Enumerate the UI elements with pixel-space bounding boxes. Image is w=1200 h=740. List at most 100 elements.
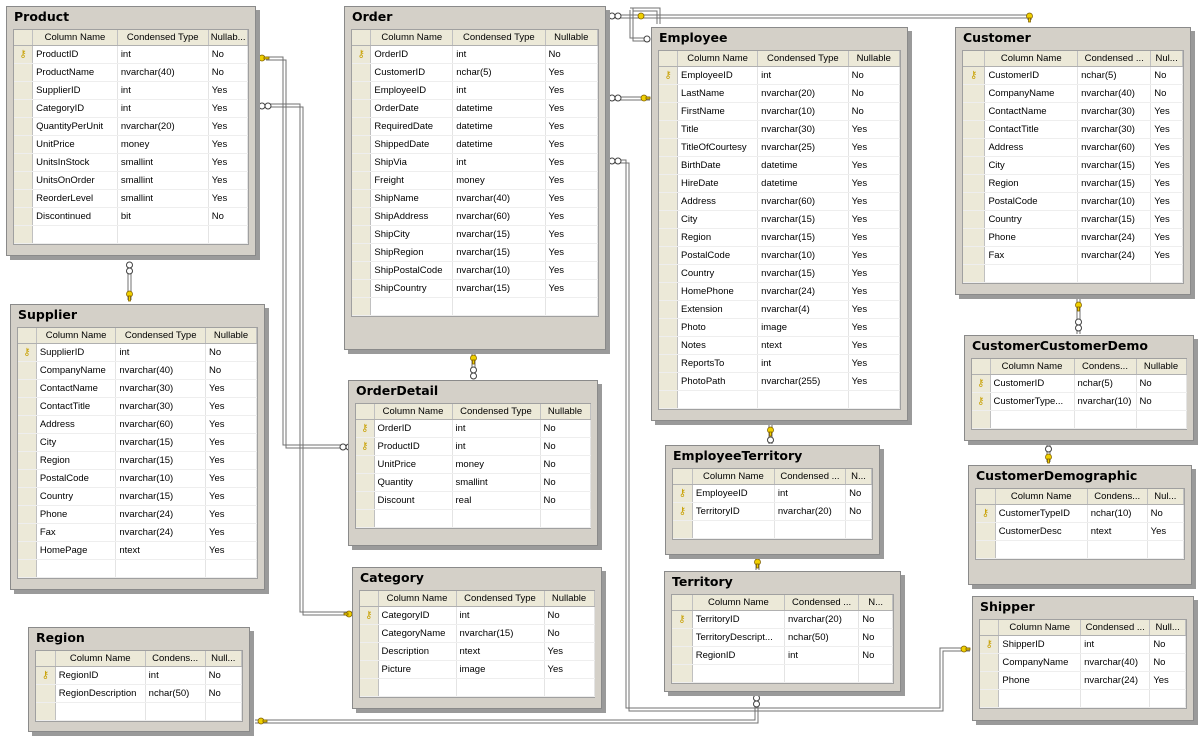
condensed-type-cell[interactable]: int <box>117 99 209 118</box>
column-name-cell[interactable]: ProductID <box>32 45 118 64</box>
table-row[interactable]: ⚷ TerritoryID nvarchar(20) No <box>672 610 893 629</box>
row-selector[interactable] <box>18 433 37 452</box>
table-row[interactable]: City nvarchar(15) Yes <box>963 156 1183 175</box>
column-name-cell[interactable]: City <box>677 210 759 229</box>
row-selector[interactable]: ⚷ <box>673 502 693 521</box>
condensed-type-cell[interactable]: real <box>452 491 541 510</box>
nullable-cell[interactable]: No <box>540 419 591 438</box>
table-row[interactable]: CompanyName nvarchar(40) No <box>963 84 1183 103</box>
nullable-header[interactable]: Nullab... <box>208 30 249 46</box>
nullable-cell[interactable]: No <box>208 63 249 82</box>
condensed-type-header[interactable]: Condensed Type <box>452 30 546 46</box>
condensed-type-cell[interactable]: ntext <box>115 541 207 560</box>
table-row[interactable]: EmployeeID int Yes <box>352 81 599 100</box>
column-name-cell[interactable]: CustomerID <box>370 63 454 82</box>
condensed-type-cell[interactable]: nvarchar(40) <box>452 189 546 208</box>
condensed-type-cell[interactable]: nvarchar(10) <box>452 261 546 280</box>
column-name-header[interactable]: Column Name <box>990 359 1075 375</box>
table-row[interactable]: ⚷ EmployeeID int No <box>673 484 872 503</box>
table-row[interactable]: UnitPrice money No <box>356 455 591 474</box>
product-column-grid[interactable]: Column Name Condensed Type Nullab... ⚷ Produ… <box>13 29 249 245</box>
table-row[interactable]: PostalCode nvarchar(10) Yes <box>659 246 901 265</box>
empty-row[interactable] <box>673 520 872 539</box>
table-row[interactable]: City nvarchar(15) Yes <box>659 210 901 229</box>
column-name-cell[interactable]: ShipAddress <box>370 207 454 226</box>
table-row[interactable]: ⚷ CustomerID nchar(5) No <box>972 374 1187 393</box>
row-selector[interactable] <box>659 300 678 319</box>
nullable-cell[interactable]: No <box>1150 84 1183 103</box>
condensed-type-cell[interactable]: int <box>784 646 860 665</box>
column-name-cell[interactable]: OrderDate <box>370 99 454 118</box>
employeeterritory-table[interactable]: EmployeeTerritory Column Name Condensed ..… <box>665 445 880 555</box>
column-name-header[interactable]: Column Name <box>374 404 453 420</box>
condensed-type-header[interactable]: Condensed Type <box>456 591 545 607</box>
condensed-type-cell[interactable]: nvarchar(15) <box>1077 174 1152 193</box>
column-name-header[interactable]: Column Name <box>995 489 1088 505</box>
column-name-cell[interactable]: ShipperID <box>998 635 1082 654</box>
condensed-type-cell[interactable]: nvarchar(30) <box>757 120 849 139</box>
nullable-cell[interactable]: Yes <box>1150 174 1183 193</box>
row-selector[interactable] <box>980 671 1000 690</box>
nullable-cell[interactable]: No <box>208 207 249 226</box>
table-row[interactable]: Quantity smallint No <box>356 473 591 492</box>
table-row[interactable]: UnitsInStock smallint Yes <box>14 153 249 172</box>
column-name-cell[interactable]: OrderID <box>374 419 453 438</box>
condensed-type-cell[interactable]: nvarchar(24) <box>1080 671 1151 690</box>
row-selector[interactable] <box>14 135 34 154</box>
order-table[interactable]: Order Column Name Condensed Type Nullable ⚷ O… <box>344 6 606 350</box>
condensed-type-cell[interactable]: ntext <box>1087 522 1148 541</box>
nullable-cell[interactable]: No <box>540 473 591 492</box>
row-selector[interactable] <box>963 156 986 175</box>
row-selector[interactable] <box>963 120 986 139</box>
row-selector[interactable] <box>659 210 678 229</box>
nullable-cell[interactable]: Yes <box>205 469 257 488</box>
empty-row[interactable] <box>352 297 599 316</box>
column-name-cell[interactable]: CustomerID <box>984 66 1079 85</box>
condensed-type-header[interactable]: Condensed ... <box>784 595 860 611</box>
condensed-type-cell[interactable]: nchar(5) <box>1074 374 1137 393</box>
row-selector[interactable] <box>352 225 372 244</box>
condensed-type-cell[interactable]: int <box>757 66 849 85</box>
condensed-type-cell[interactable]: smallint <box>117 189 209 208</box>
column-name-cell[interactable]: ShipCountry <box>370 279 454 298</box>
column-name-header[interactable]: Column Name <box>32 30 118 46</box>
shipper-table[interactable]: Shipper Column Name Condensed ... Null... ⚷ S… <box>972 596 1194 721</box>
row-selector[interactable] <box>14 81 34 100</box>
row-selector[interactable] <box>659 372 678 391</box>
column-name-cell[interactable]: CustomerTypeID <box>995 504 1088 523</box>
nullable-cell[interactable]: Yes <box>545 189 599 208</box>
column-name-cell[interactable]: ContactName <box>984 102 1079 121</box>
row-selector[interactable]: ⚷ <box>36 666 56 685</box>
employee-column-grid[interactable]: Column Name Condensed Type Nullable ⚷ Employ… <box>658 50 901 410</box>
column-name-cell[interactable]: ShipPostalCode <box>370 261 454 280</box>
nullable-cell[interactable]: Yes <box>545 261 599 280</box>
nullable-cell[interactable]: Yes <box>848 372 901 391</box>
table-row[interactable]: ShipName nvarchar(40) Yes <box>352 189 599 208</box>
column-name-cell[interactable]: Region <box>36 451 117 470</box>
empty-row[interactable] <box>18 559 257 578</box>
column-name-header[interactable]: Column Name <box>692 595 786 611</box>
condensed-type-cell[interactable]: nvarchar(30) <box>1077 120 1152 139</box>
nullable-cell[interactable]: Yes <box>1150 246 1183 265</box>
condensed-type-cell[interactable]: int <box>452 153 546 172</box>
nullable-cell[interactable]: Yes <box>545 243 599 262</box>
table-row[interactable]: Phone nvarchar(24) Yes <box>963 228 1183 247</box>
column-name-cell[interactable]: Notes <box>677 336 759 355</box>
shipper-column-grid[interactable]: Column Name Condensed ... Null... ⚷ ShipperI… <box>979 619 1187 709</box>
table-row[interactable]: Phone nvarchar(24) Yes <box>980 671 1186 690</box>
nullable-cell[interactable]: No <box>1136 392 1187 411</box>
column-name-cell[interactable]: BirthDate <box>677 156 759 175</box>
column-name-cell[interactable]: RequiredDate <box>370 117 454 136</box>
nullable-cell[interactable]: Yes <box>205 541 257 560</box>
table-row[interactable]: OrderDate datetime Yes <box>352 99 599 118</box>
empty-row[interactable] <box>14 225 249 244</box>
nullable-cell[interactable]: Yes <box>848 228 901 247</box>
condensed-type-cell[interactable]: int <box>452 81 546 100</box>
row-selector[interactable]: ⚷ <box>18 343 37 362</box>
condensed-type-header[interactable]: Condensed Type <box>115 328 207 344</box>
column-name-cell[interactable]: HomePage <box>36 541 117 560</box>
nullable-cell[interactable]: No <box>845 484 872 503</box>
column-name-cell[interactable]: TerritoryID <box>692 502 775 521</box>
condensed-type-cell[interactable]: nvarchar(40) <box>115 361 207 380</box>
nullable-cell[interactable]: Yes <box>208 153 249 172</box>
